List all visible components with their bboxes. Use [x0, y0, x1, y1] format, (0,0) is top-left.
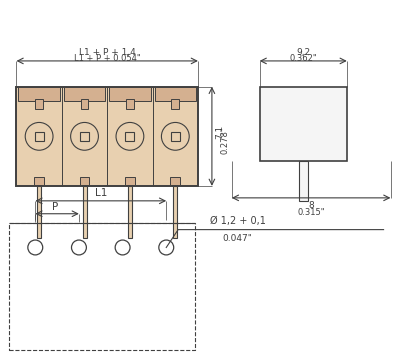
Bar: [16, 87, 198, 186]
Bar: [37, 186, 41, 238]
Bar: [171, 132, 180, 141]
Bar: [64, 87, 105, 101]
Bar: [128, 186, 132, 238]
Bar: [126, 99, 134, 109]
Text: L1 + P + 1,4: L1 + P + 1,4: [79, 48, 136, 57]
Text: 0.047": 0.047": [223, 234, 253, 243]
Text: P: P: [52, 202, 58, 212]
Bar: [80, 132, 89, 141]
Bar: [125, 177, 135, 185]
Text: Ø 1,2 + 0,1: Ø 1,2 + 0,1: [210, 216, 266, 226]
Text: 0.315": 0.315": [297, 208, 325, 217]
Text: 7,1: 7,1: [215, 125, 224, 139]
Bar: [170, 177, 180, 185]
Text: 9,2: 9,2: [296, 48, 310, 57]
Text: 8: 8: [308, 201, 314, 210]
Bar: [34, 177, 44, 185]
Text: L1: L1: [94, 188, 107, 198]
Bar: [80, 99, 88, 109]
Text: L1 + P + 0.054": L1 + P + 0.054": [74, 54, 140, 63]
Bar: [299, 161, 308, 201]
Bar: [82, 186, 86, 238]
Bar: [35, 132, 44, 141]
Bar: [171, 99, 179, 109]
Bar: [260, 87, 347, 161]
Bar: [173, 186, 177, 238]
Bar: [10, 223, 195, 350]
Bar: [80, 177, 90, 185]
Bar: [18, 87, 60, 101]
Text: 0.278": 0.278": [221, 126, 230, 154]
Bar: [126, 132, 134, 141]
Bar: [109, 87, 151, 101]
Text: 0.362": 0.362": [289, 54, 317, 63]
Bar: [155, 87, 196, 101]
Bar: [35, 99, 43, 109]
